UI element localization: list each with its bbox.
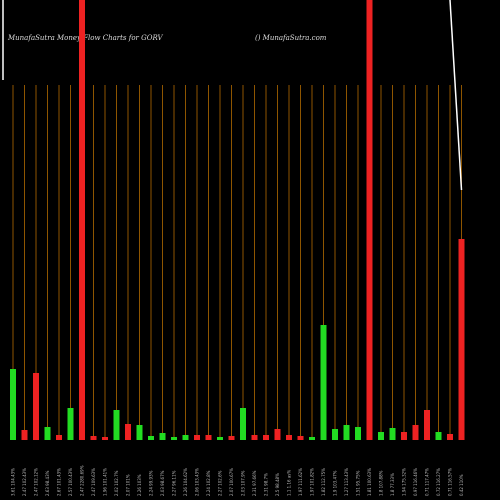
bar <box>194 435 200 440</box>
x-tick-label: 0.71 117.47% <box>425 468 430 496</box>
x-tick-label: 0.72 116.27% <box>436 468 441 496</box>
x-tick-label: 2.06 103.43% <box>195 468 200 496</box>
bar <box>240 408 246 440</box>
x-tick-label: 2.57 100.43% <box>68 468 73 496</box>
bar <box>102 437 108 440</box>
x-tick-label: 1.97 111.62% <box>298 468 303 496</box>
bar <box>378 432 384 440</box>
bar <box>355 427 361 440</box>
bar <box>297 436 304 440</box>
bar <box>56 435 62 440</box>
bar <box>435 432 442 440</box>
x-tick-label: 0.97 116.46% <box>413 468 418 496</box>
x-tick-label: 2.24 99.93% <box>149 470 154 496</box>
x-tick-label: 0.42 110% <box>459 474 464 496</box>
bar <box>389 428 396 440</box>
x-tick-label: 2.26 103% <box>137 474 142 496</box>
bar <box>251 435 258 440</box>
bar <box>217 437 223 440</box>
x-tick-label: 1.51 95.75% <box>356 470 361 496</box>
x-tick-label: 2.27 96.11% <box>172 470 177 496</box>
x-tick-label: 2.02 102.7% <box>114 470 119 496</box>
x-tick-label: 2.47 109.63% <box>91 468 96 496</box>
bar <box>343 425 350 440</box>
x-tick-label: 2.47 102.12% <box>34 468 39 496</box>
x-tick-label: 1.8 77.33% <box>390 473 395 496</box>
x-tick-label: 2.03 98.67% <box>160 470 165 496</box>
bar <box>205 435 212 440</box>
chart-subtitle: () MunafaSutra.com <box>255 34 327 42</box>
bar <box>44 427 51 440</box>
x-tick-label: 2.31 98.7% <box>264 473 269 496</box>
bar <box>366 0 373 440</box>
bar <box>113 410 120 440</box>
x-tick-label: 1.82 112.75% <box>321 468 326 496</box>
x-tick-label: 1.81 100.63% <box>367 468 372 496</box>
x-tick-label: 1.94 175.32% <box>402 468 407 496</box>
bar <box>320 325 327 440</box>
bar <box>125 424 131 440</box>
x-tick-label: 1.9 103.47% <box>333 470 338 496</box>
x-tick-label: 2.5 98.48% <box>275 473 280 496</box>
bar <box>274 429 281 440</box>
bar <box>159 433 166 440</box>
x-tick-label: 2.07 101% <box>126 474 131 496</box>
x-tick-label: 1.27 113.43% <box>344 468 349 496</box>
x-tick-label: 2.63 98.43% <box>45 470 50 496</box>
x-tick-label: 1.97 101.82% <box>310 468 315 496</box>
x-tick-label: 1.8 107.88% <box>379 470 384 496</box>
bar <box>182 435 189 440</box>
x-tick-label: 2.07 100.67% <box>229 468 234 496</box>
x-tick-label: 2.03 107.9% <box>241 470 246 496</box>
x-tick-label: 3.61 104.43% <box>11 468 16 496</box>
x-tick-label: 2.31 97.66% <box>252 470 257 496</box>
x-tick-label: 2.67 101.43% <box>57 468 62 496</box>
x-tick-label: 2.24 102.8% <box>206 470 211 496</box>
x-tick-label: 1.96 101.41% <box>103 468 108 496</box>
bar <box>21 430 28 440</box>
bar <box>263 435 269 440</box>
x-tick-label: 2.47 102.43% <box>22 468 27 496</box>
bar <box>447 434 453 440</box>
bar <box>67 408 74 440</box>
bar <box>424 410 430 440</box>
x-tick-label: 2.47 2280.69% <box>80 465 85 496</box>
bar <box>332 429 338 440</box>
x-tick-label: 0.71 116.57% <box>448 468 453 496</box>
bar <box>136 425 143 440</box>
bar <box>79 0 85 440</box>
bar <box>309 437 315 440</box>
bar <box>286 435 292 440</box>
chart-title: MunafaSutra Money Flow Charts for GORV <box>7 34 163 42</box>
x-tick-label: 2.27 102.6% <box>218 470 223 496</box>
bar <box>228 436 235 440</box>
bar <box>171 437 177 440</box>
price-line <box>449 0 463 191</box>
bar <box>458 239 465 440</box>
bar <box>90 436 97 440</box>
bar <box>10 369 16 440</box>
bar <box>148 436 154 440</box>
x-tick-label: 1.1 1.16 as% <box>287 470 292 496</box>
bar <box>401 432 407 440</box>
bar <box>412 425 419 440</box>
bar <box>33 373 39 440</box>
x-tick-label: 2.26 104.62% <box>183 468 188 496</box>
